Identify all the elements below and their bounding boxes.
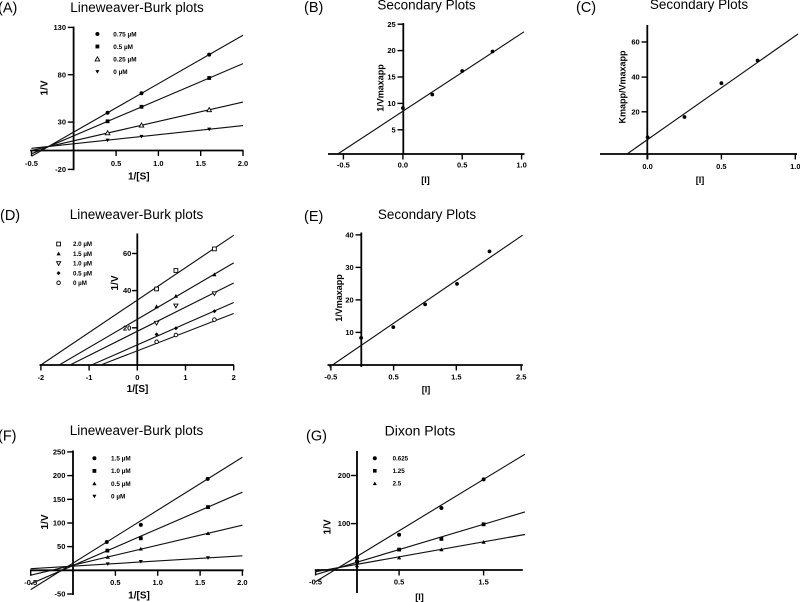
svg-text:1.0: 1.0 xyxy=(153,159,163,168)
svg-text:0.5: 0.5 xyxy=(111,159,121,168)
svg-text:1/Vmaxapp: 1/Vmaxapp xyxy=(376,64,386,112)
svg-text:(C): (C) xyxy=(576,0,596,16)
svg-text:(E): (E) xyxy=(304,209,323,225)
svg-text:40: 40 xyxy=(345,231,353,240)
svg-text:0.5 µM: 0.5 µM xyxy=(73,270,92,277)
svg-text:[I]: [I] xyxy=(421,175,430,185)
svg-text:0.5: 0.5 xyxy=(394,578,404,587)
svg-text:1/[S]: 1/[S] xyxy=(128,591,150,602)
svg-text:0.25 µM: 0.25 µM xyxy=(113,56,136,63)
svg-text:2.5: 2.5 xyxy=(516,372,526,381)
svg-text:1.0: 1.0 xyxy=(152,578,162,587)
svg-text:Secondary Plots: Secondary Plots xyxy=(650,0,749,12)
svg-text:0 µM: 0 µM xyxy=(111,494,125,501)
svg-text:-1: -1 xyxy=(86,373,93,382)
svg-text:0.5: 0.5 xyxy=(716,162,726,171)
svg-text:1/[S]: 1/[S] xyxy=(127,384,149,395)
svg-text:Secondary Plots: Secondary Plots xyxy=(378,207,477,222)
svg-text:20: 20 xyxy=(631,107,639,116)
svg-text:50: 50 xyxy=(57,542,65,551)
svg-text:-0.5: -0.5 xyxy=(24,578,37,587)
svg-text:-20: -20 xyxy=(55,165,66,174)
svg-text:20: 20 xyxy=(123,323,131,332)
svg-text:10: 10 xyxy=(345,328,353,337)
svg-text:1/V: 1/V xyxy=(40,514,51,529)
svg-text:1.0 µM: 1.0 µM xyxy=(111,468,131,475)
svg-text:1/V: 1/V xyxy=(322,519,333,534)
svg-text:-2: -2 xyxy=(38,373,45,382)
svg-text:1.5: 1.5 xyxy=(478,578,488,587)
svg-text:0.5: 0.5 xyxy=(388,372,398,381)
svg-text:Lineweaver-Burk plots: Lineweaver-Burk plots xyxy=(70,423,204,438)
svg-text:0.0: 0.0 xyxy=(642,162,652,171)
svg-text:0.5 µM: 0.5 µM xyxy=(111,481,131,488)
svg-text:10: 10 xyxy=(387,99,395,108)
svg-text:1.5: 1.5 xyxy=(195,578,205,587)
svg-text:0.0: 0.0 xyxy=(398,160,408,169)
svg-text:2.0 µM: 2.0 µM xyxy=(73,241,92,248)
svg-text:1/[S]: 1/[S] xyxy=(128,172,150,183)
svg-text:[I]: [I] xyxy=(415,592,424,602)
svg-text:100: 100 xyxy=(338,519,351,528)
svg-text:1/V: 1/V xyxy=(40,80,51,95)
svg-text:0.625: 0.625 xyxy=(393,455,409,462)
svg-text:1.0: 1.0 xyxy=(516,160,526,169)
svg-text:Kmapp/Vmaxapp: Kmapp/Vmaxapp xyxy=(618,50,628,124)
svg-text:0.75 µM: 0.75 µM xyxy=(113,31,136,38)
svg-text:Lineweaver-Burk plots: Lineweaver-Burk plots xyxy=(70,207,204,222)
svg-text:0.5: 0.5 xyxy=(457,160,467,169)
svg-text:40: 40 xyxy=(631,73,639,82)
svg-text:1/Vmaxapp: 1/Vmaxapp xyxy=(334,274,344,322)
svg-text:200: 200 xyxy=(53,471,66,480)
svg-text:5: 5 xyxy=(392,125,396,134)
svg-text:60: 60 xyxy=(631,38,639,47)
svg-text:25: 25 xyxy=(387,20,395,29)
svg-text:1.5: 1.5 xyxy=(451,372,461,381)
svg-text:200: 200 xyxy=(338,471,351,480)
svg-text:-0.5: -0.5 xyxy=(324,372,337,381)
svg-text:250: 250 xyxy=(53,448,66,457)
svg-text:[I]: [I] xyxy=(422,385,431,395)
svg-text:60: 60 xyxy=(123,249,131,258)
svg-text:-50: -50 xyxy=(55,590,66,599)
svg-text:0 µM: 0 µM xyxy=(113,69,127,76)
svg-text:1.25: 1.25 xyxy=(393,468,406,475)
svg-text:Secondary Plots: Secondary Plots xyxy=(377,0,476,13)
svg-text:2: 2 xyxy=(232,373,236,382)
svg-text:0.5 µM: 0.5 µM xyxy=(113,44,133,51)
svg-text:2.0: 2.0 xyxy=(237,578,247,587)
svg-text:1.5 µM: 1.5 µM xyxy=(111,456,131,463)
svg-text:20: 20 xyxy=(345,296,353,305)
svg-text:1.0 µM: 1.0 µM xyxy=(73,261,92,268)
svg-text:(A): (A) xyxy=(0,0,17,16)
svg-text:1.0: 1.0 xyxy=(790,162,800,171)
svg-text:0 µM: 0 µM xyxy=(73,280,87,287)
svg-text:Dixon Plots: Dixon Plots xyxy=(385,423,456,439)
svg-text:150: 150 xyxy=(53,495,66,504)
svg-text:-0.5: -0.5 xyxy=(25,159,38,168)
svg-text:(F): (F) xyxy=(0,429,17,445)
svg-text:0.5: 0.5 xyxy=(110,578,120,587)
svg-text:1: 1 xyxy=(183,373,187,382)
svg-text:40: 40 xyxy=(123,286,131,295)
svg-text:Lineweaver-Burk plots: Lineweaver-Burk plots xyxy=(70,0,204,15)
svg-text:30: 30 xyxy=(345,263,353,272)
svg-text:15: 15 xyxy=(387,73,395,82)
svg-text:80: 80 xyxy=(58,70,66,79)
svg-text:1/V: 1/V xyxy=(110,275,121,290)
svg-text:20: 20 xyxy=(387,46,395,55)
svg-text:0: 0 xyxy=(135,373,139,382)
svg-text:(D): (D) xyxy=(0,208,20,224)
svg-text:(B): (B) xyxy=(304,0,323,16)
svg-text:2.0: 2.0 xyxy=(238,159,248,168)
svg-text:-0.5: -0.5 xyxy=(337,160,350,169)
svg-text:[I]: [I] xyxy=(696,175,705,185)
svg-text:130: 130 xyxy=(53,23,66,32)
svg-text:30: 30 xyxy=(58,118,66,127)
svg-text:2.5: 2.5 xyxy=(393,481,402,488)
svg-text:(G): (G) xyxy=(306,429,327,445)
svg-text:1.5 µM: 1.5 µM xyxy=(73,251,92,258)
svg-text:100: 100 xyxy=(53,519,66,528)
svg-text:1.5: 1.5 xyxy=(195,159,205,168)
